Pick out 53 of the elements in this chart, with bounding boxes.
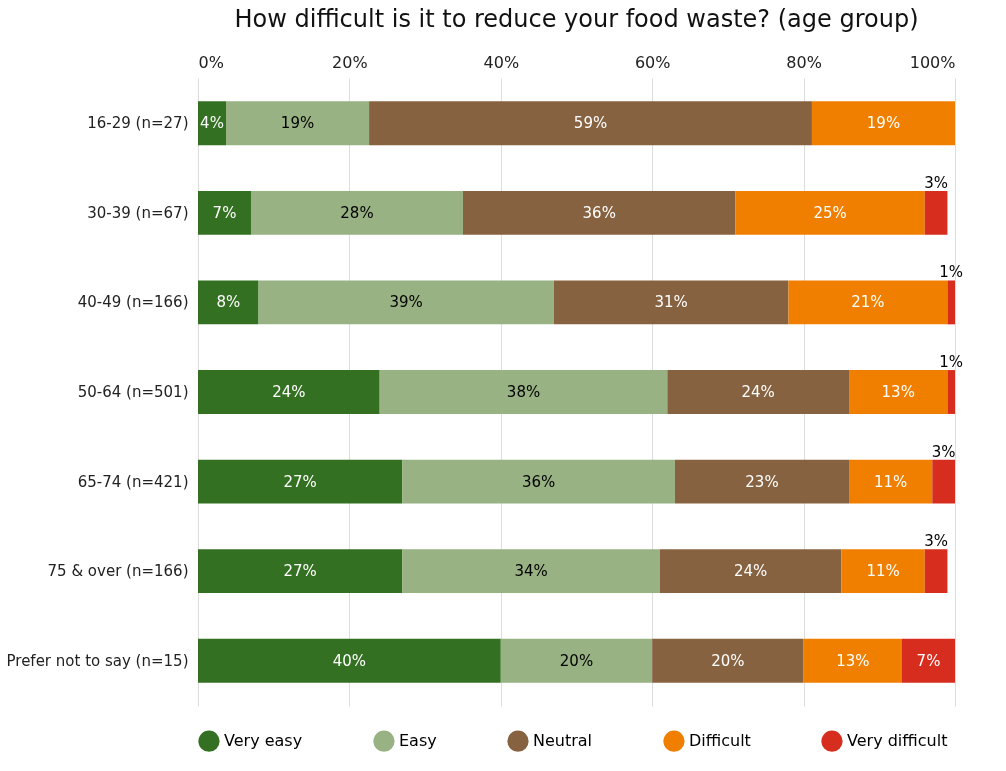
x-tick-label: 60% (634, 52, 671, 72)
data-label: 20% (711, 651, 745, 670)
data-label: 36% (582, 203, 616, 222)
data-label: 23% (745, 472, 779, 491)
data-label: 4% (200, 114, 224, 133)
data-label: 28% (340, 203, 374, 222)
data-label: 19% (866, 114, 901, 133)
data-label: 21% (851, 293, 885, 312)
data-label: 40% (332, 651, 367, 670)
data-label: 3% (931, 442, 956, 461)
data-label: 25% (813, 203, 847, 222)
data-label: 36% (521, 472, 556, 491)
data-label: 3% (924, 173, 948, 192)
y-tick-label: 50-64 (n=501) (77, 383, 189, 401)
legend-label: Difficult (689, 731, 751, 751)
data-label: 8% (216, 293, 241, 312)
data-label: 11% (873, 472, 908, 491)
data-label: 27% (283, 472, 317, 491)
y-tick-label: 65-74 (n=421) (77, 472, 189, 491)
data-label: 13% (836, 651, 870, 670)
data-label: 11% (866, 562, 900, 581)
data-label: 13% (881, 383, 915, 401)
data-label: 39% (389, 293, 423, 312)
x-tick-label: 20% (332, 52, 368, 72)
data-label: 34% (514, 562, 548, 581)
y-tick-label: Prefer not to say (n=15) (6, 651, 189, 670)
legend-label: Easy (399, 731, 437, 751)
data-label: 27% (283, 562, 317, 581)
data-label: 19% (280, 114, 315, 133)
data-label: 7% (212, 203, 237, 222)
data-label: 59% (573, 114, 608, 133)
x-tick-label: 80% (786, 52, 822, 72)
data-label: 20% (559, 651, 594, 670)
data-label: 31% (654, 293, 688, 312)
data-label: 38% (506, 383, 541, 401)
data-label: 24% (272, 383, 306, 401)
y-tick-label: 75 & over (n=166) (47, 562, 189, 581)
x-tick-label: 100% (909, 52, 956, 72)
data-label: 7% (916, 651, 941, 670)
x-tick-label: 40% (483, 52, 520, 72)
y-tick-label: 40-49 (n=166) (77, 293, 189, 312)
chart-title: How difficult is it to reduce your food waste? (age group) (234, 5, 919, 33)
data-label: 1% (939, 263, 964, 282)
data-label: 24% (741, 383, 775, 401)
data-label: 1% (939, 353, 964, 371)
y-tick-label: 30-39 (n=67) (87, 203, 189, 222)
x-tick-label: 0% (198, 52, 224, 72)
data-label: 3% (924, 532, 948, 551)
y-tick-label: 16-29 (n=27) (87, 114, 189, 133)
legend-label: Very easy (224, 731, 303, 751)
data-label: 24% (733, 562, 768, 581)
legend-label: Neutral (533, 731, 593, 751)
legend-label: Very difficult (847, 731, 948, 751)
